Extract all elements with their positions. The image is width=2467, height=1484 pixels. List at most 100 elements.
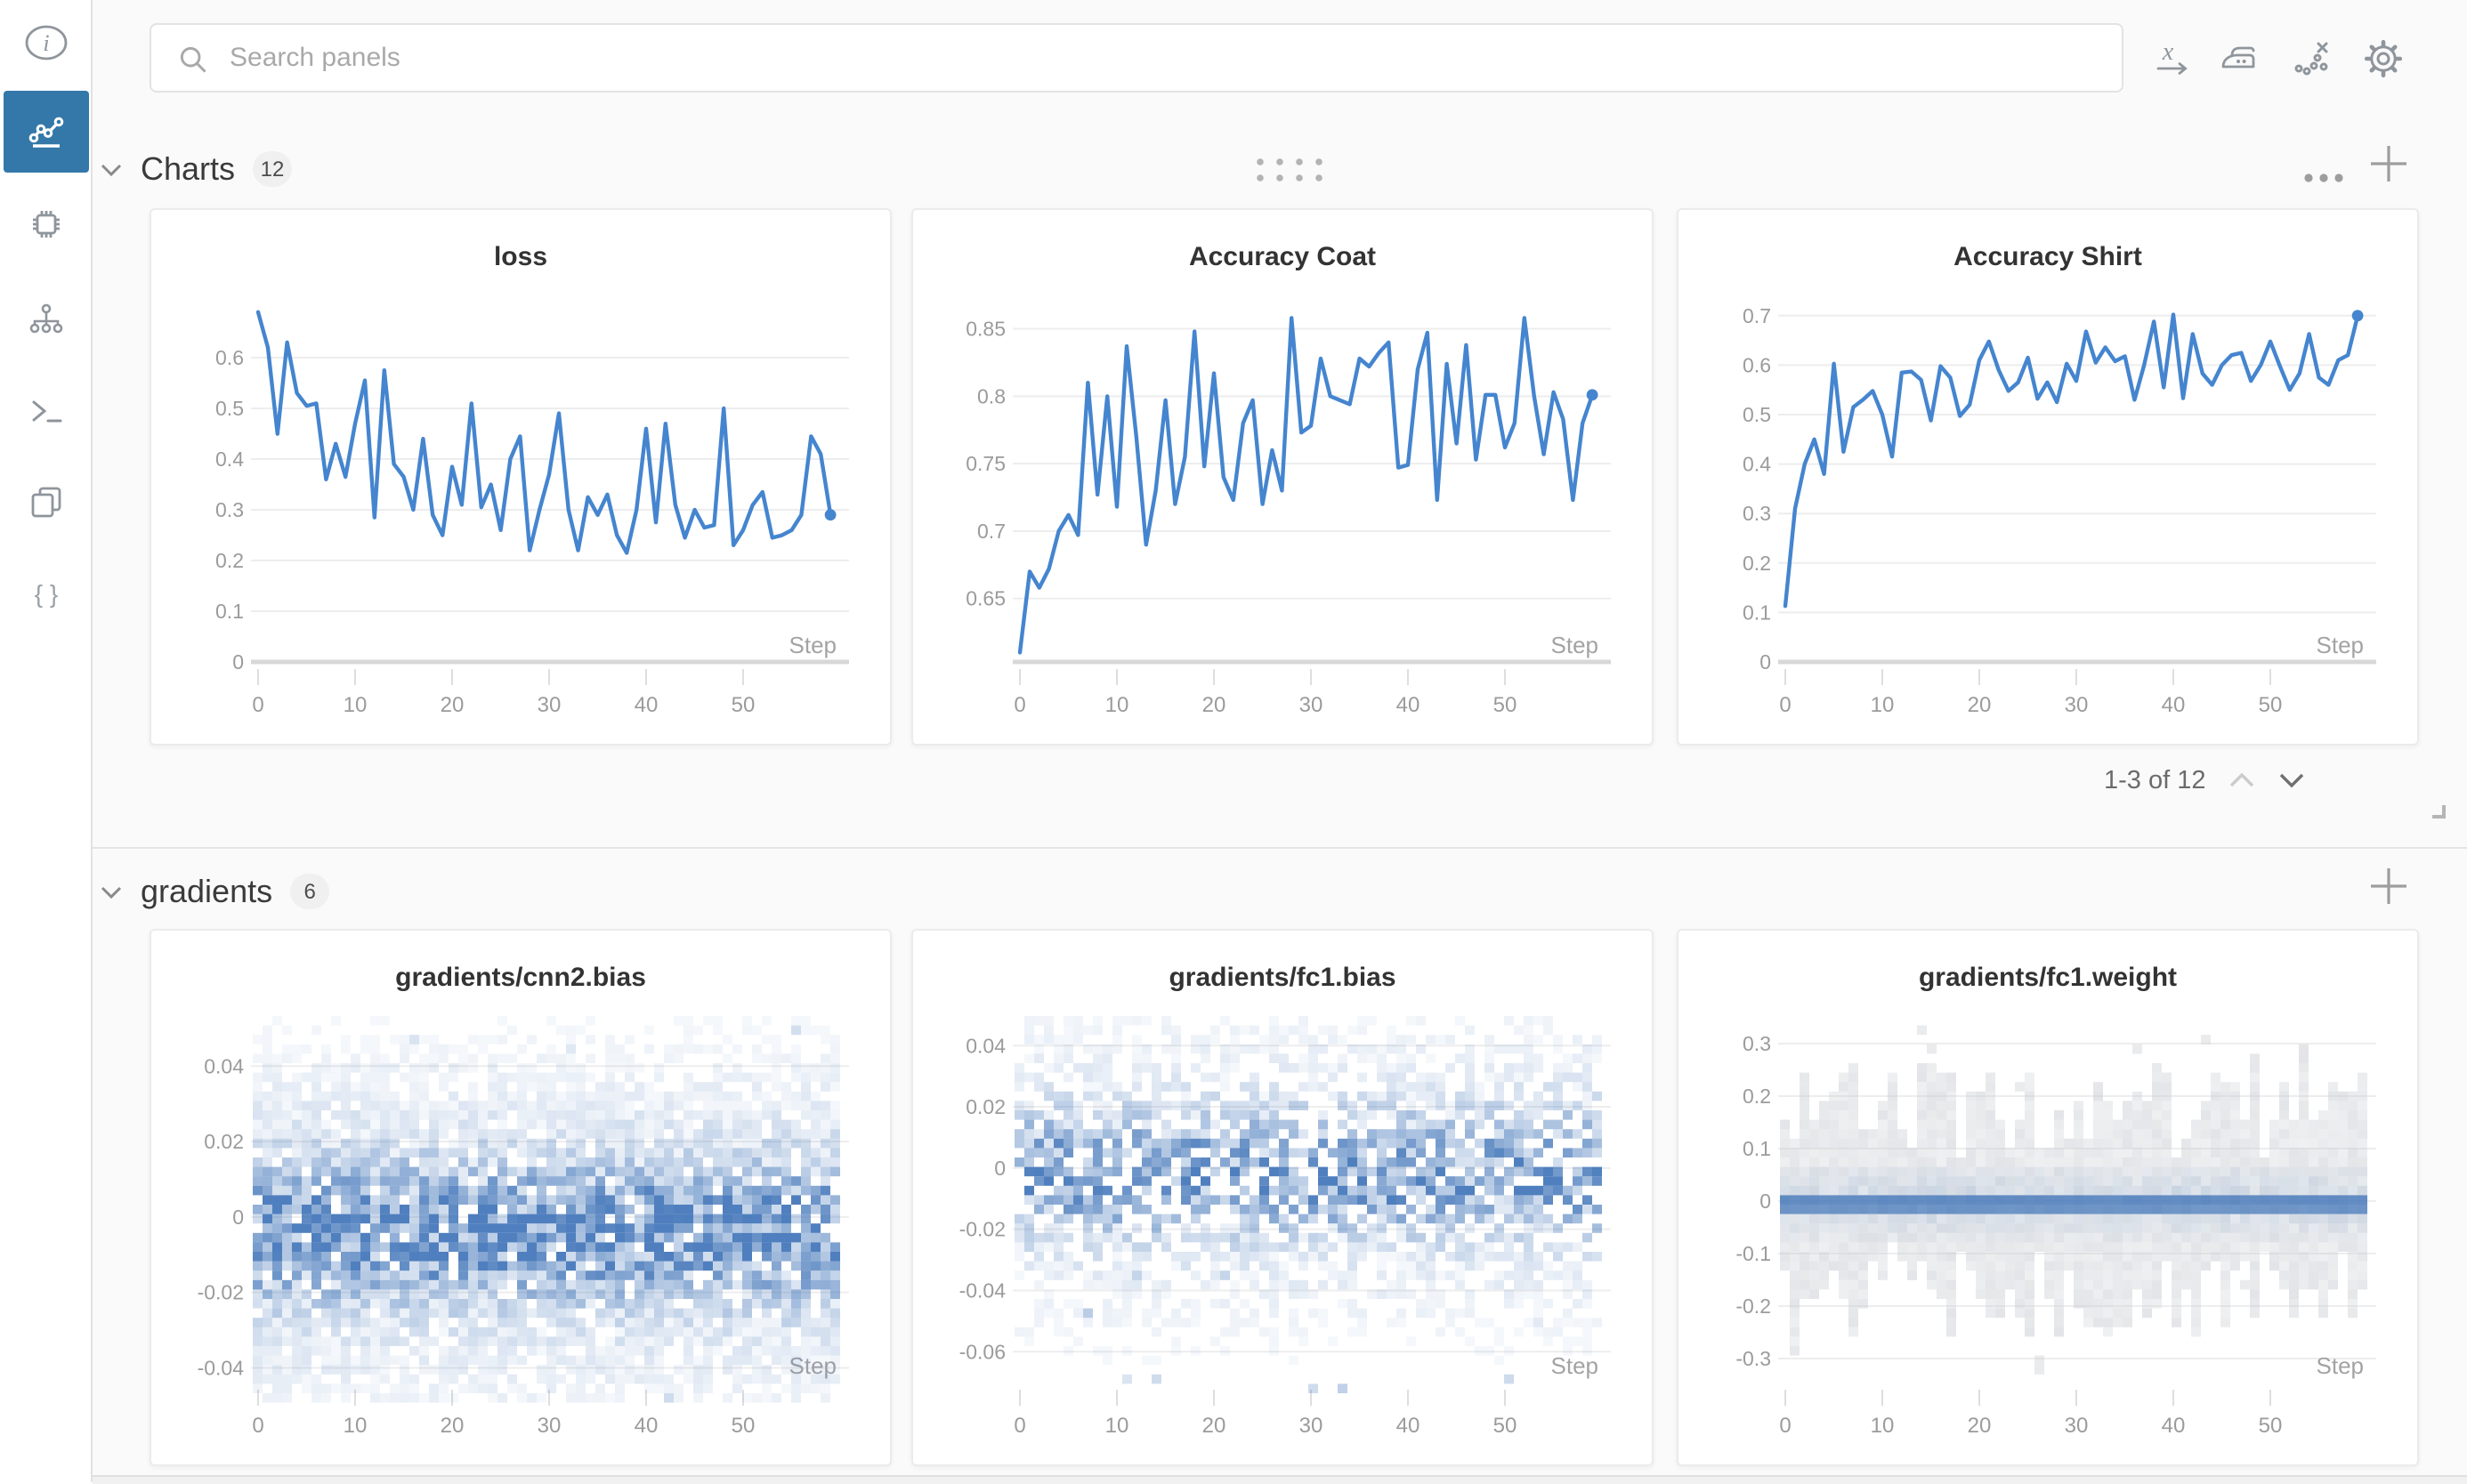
section-drag-handle[interactable] [1253,155,1326,194]
chevron-up-icon [2229,772,2256,788]
section-title: Charts [141,150,235,188]
sidebar-item-files[interactable] [0,461,91,543]
charts-pagination: 1-3 of 12 [2104,765,2306,797]
svg-text:-0.02: -0.02 [959,1218,1006,1241]
model-graph-icon [24,299,67,342]
svg-text:0.2: 0.2 [215,549,244,572]
settings-gear-icon[interactable] [2362,37,2405,80]
plus-icon [2367,865,2410,907]
svg-text:0.7: 0.7 [1743,304,1771,327]
svg-text:Step: Step [1551,632,1599,658]
svg-text:0.02: 0.02 [204,1130,244,1153]
panel-title: gradients/fc1.bias [913,963,1652,993]
svg-text:0: 0 [1779,693,1791,717]
svg-text:{ }: { } [34,580,57,608]
svg-text:-0.02: -0.02 [198,1281,244,1304]
section-resize-handle[interactable] [2428,797,2447,829]
svg-text:Step: Step [2317,1352,2365,1379]
charts-add-panel-button[interactable] [2367,142,2410,194]
search-input[interactable] [226,41,2122,75]
svg-text:0: 0 [994,1157,1006,1180]
charts-section-toggle[interactable]: Charts 12 [100,142,292,196]
svg-text:0.4: 0.4 [215,448,244,471]
remove-outliers-icon[interactable] [2291,37,2334,80]
svg-text:-0.06: -0.06 [959,1340,1006,1363]
panel-title: Accuracy Shirt [1678,242,2417,272]
svg-text:0.5: 0.5 [215,397,244,420]
svg-text:0.3: 0.3 [215,498,244,521]
svg-text:10: 10 [1105,1414,1129,1438]
svg-text:40: 40 [635,1414,659,1438]
svg-text:-0.04: -0.04 [959,1278,1007,1302]
section-title: gradients [141,873,272,910]
svg-text:40: 40 [2162,693,2186,717]
line-chart-icon [25,110,68,153]
files-icon [24,480,67,523]
svg-text:0: 0 [232,650,244,673]
panel-title: gradients/cnn2.bias [151,963,890,993]
svg-text:30: 30 [1299,1414,1323,1438]
svg-text:0.1: 0.1 [1743,1137,1771,1160]
svg-text:0.2: 0.2 [1743,1085,1771,1108]
svg-text:50: 50 [732,1414,756,1438]
svg-text:50: 50 [1493,693,1517,717]
overflow-menu-icon [2303,173,2344,183]
pagination-next-button[interactable] [2279,765,2306,797]
svg-text:0.3: 0.3 [1743,502,1771,525]
sidebar-item-model[interactable] [0,279,91,361]
svg-text:x: x [2162,38,2174,66]
x-axis-expression-icon[interactable]: x [2152,37,2195,80]
gradients-add-panel-button[interactable] [2367,865,2410,916]
svg-text:0: 0 [252,1414,263,1438]
svg-text:20: 20 [441,693,465,717]
chevron-down-icon [2279,772,2306,788]
svg-text:0.65: 0.65 [966,587,1006,610]
svg-text:50: 50 [732,693,756,717]
svg-text:0.1: 0.1 [1743,601,1771,624]
search-panels-box [150,23,2123,93]
drag-dots-icon [1253,155,1326,185]
section-count-badge: 12 [253,151,292,187]
sidebar-item-system[interactable] [0,183,91,265]
svg-text:Step: Step [2317,632,2365,658]
svg-text:0.85: 0.85 [966,318,1006,341]
sidebar-item-artifacts[interactable]: { } [0,553,91,635]
svg-text:40: 40 [1396,1414,1420,1438]
plus-icon [2367,142,2410,185]
svg-text:0: 0 [1779,1414,1791,1438]
svg-text:40: 40 [2162,1414,2186,1438]
svg-text:0.1: 0.1 [215,600,244,623]
svg-text:0: 0 [232,1206,244,1229]
gradients-section-toggle[interactable]: gradients 6 [100,865,329,918]
svg-text:0.7: 0.7 [977,520,1006,543]
sidebar-item-charts[interactable] [4,91,89,173]
svg-text:50: 50 [1493,1414,1517,1438]
svg-text:20: 20 [1202,1414,1226,1438]
sidebar-item-logs[interactable] [0,370,91,452]
pagination-prev-button[interactable] [2229,765,2256,797]
svg-text:0.6: 0.6 [215,346,244,369]
svg-text:0.5: 0.5 [1743,403,1771,426]
svg-text:0.2: 0.2 [1743,552,1771,575]
smoothing-iron-icon[interactable] [2216,37,2259,80]
charts-section-menu-button[interactable] [2303,160,2344,192]
gradients-section-header: gradients 6 [93,865,2467,918]
svg-text:20: 20 [1968,693,1992,717]
svg-text:30: 30 [538,1414,562,1438]
svg-text:30: 30 [1299,693,1323,717]
svg-text:0.04: 0.04 [966,1034,1006,1057]
panel-title: Accuracy Coat [913,242,1652,272]
sidebar-item-info[interactable]: i [0,2,91,84]
svg-text:-0.1: -0.1 [1735,1242,1771,1265]
